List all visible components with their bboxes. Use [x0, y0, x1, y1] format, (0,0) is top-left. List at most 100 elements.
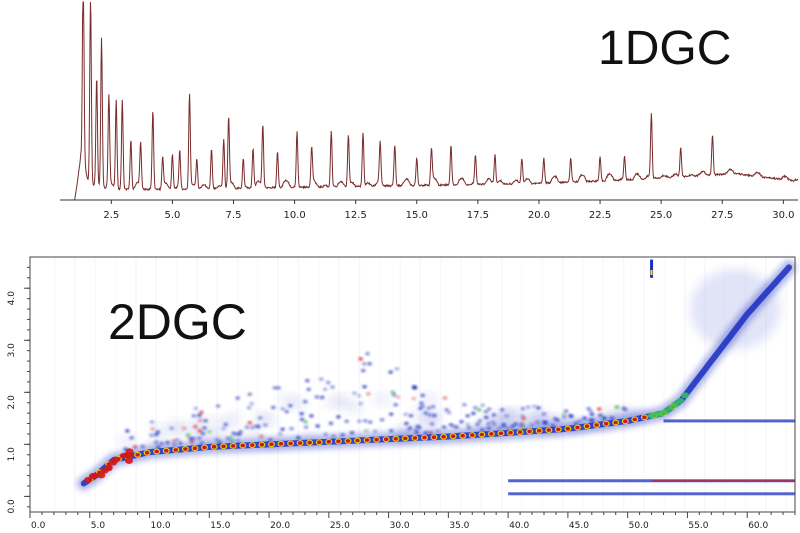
- gc2-compound-spot: [423, 411, 428, 415]
- gc2-spread-haze: [419, 417, 440, 432]
- gc2-compound-spot: [459, 420, 464, 424]
- gc1-x-tick-label: 12.5: [345, 210, 367, 221]
- gc2-band-peak-core: [269, 442, 274, 446]
- gc2-compound-spot: [361, 369, 366, 373]
- gc2-start-cluster: [100, 467, 109, 474]
- gc2-horizontal-streak-core: [651, 479, 795, 482]
- gc2-compound-spot: [306, 387, 311, 391]
- gc2-compound-spot: [553, 417, 558, 421]
- gc2-compound-spot: [247, 392, 252, 396]
- gc2-bleed-streak: [744, 257, 747, 512]
- gc2-x-tick-label: 35.0: [449, 521, 469, 531]
- gc2-compound-spot: [408, 426, 413, 430]
- gc2-compound-spot: [149, 420, 155, 424]
- gc2-band-peak-core: [307, 440, 312, 445]
- gc2-band-peak-core: [508, 430, 513, 435]
- gc2-compound-spot: [429, 422, 435, 426]
- gc1-x-tick-label: 7.5: [226, 210, 242, 221]
- gc2-compound-spot: [150, 427, 155, 431]
- gc2-compound-spot: [181, 426, 187, 430]
- gc2-compound-spot: [562, 413, 567, 417]
- gc2-compound-spot: [358, 357, 363, 361]
- gc2-y-tick-label: 3.0: [7, 343, 17, 358]
- gc2-band-peak-core: [173, 448, 178, 452]
- gc2-band-peak-core: [288, 441, 293, 446]
- gc2-spread-haze: [242, 425, 263, 440]
- gc2-compound-spot: [589, 412, 595, 416]
- gc2-compound-spot: [446, 411, 452, 415]
- gc1-x-tick-label: 20.0: [528, 210, 550, 221]
- gc2-bleed-streak: [358, 257, 361, 512]
- gc2-bleed-streak: [399, 257, 401, 512]
- gc2-compound-spot: [388, 370, 393, 374]
- gc2-band-peak-core: [412, 436, 418, 440]
- gc2-title: 2DGC: [108, 294, 247, 350]
- gc2-compound-spot: [244, 425, 250, 429]
- gc1-chart: 2.5 5.0 7.5 10.0 12.5 15.0 17.5 20.0 22.5 25.0 27.…: [0, 0, 800, 230]
- gc2-compound-spot: [165, 441, 170, 445]
- gc2-bleed-streak: [277, 257, 279, 512]
- gc2-band-peak-core: [403, 436, 408, 441]
- gc2-compound-spot: [322, 387, 328, 391]
- gc2-bleed-streak: [318, 257, 320, 512]
- gc2-compound-spot: [444, 408, 449, 412]
- gc2-bleed-streak: [704, 257, 706, 512]
- gc2-compound-spot: [520, 407, 525, 411]
- gc2-band-peak-core: [565, 426, 571, 431]
- gc2-compound-spot: [486, 407, 492, 411]
- gc2-compound-spot: [191, 414, 196, 418]
- gc2-compound-spot: [169, 426, 174, 430]
- gc2-compound-spot: [246, 406, 252, 410]
- gc2-compound-spot: [207, 430, 212, 434]
- gc2-bleed-streak: [53, 257, 56, 512]
- gc2-band-peak-core: [632, 417, 637, 422]
- gc2-bleed-streak: [419, 257, 422, 512]
- gc2-band-peak-core: [546, 428, 551, 432]
- gc2-compound-spot: [379, 418, 385, 422]
- gc2-compound-spot: [319, 395, 325, 399]
- gc2-compound-spot: [315, 424, 320, 428]
- gc1-x-tick-label: 22.5: [589, 210, 611, 221]
- gc2-bleed-streak: [541, 257, 544, 512]
- gc2-compound-spot: [477, 419, 483, 423]
- gc1-x-tick-label: 10.0: [283, 210, 305, 221]
- gc2-bleed-streak: [439, 257, 442, 512]
- gc2-band-peak-core: [317, 440, 322, 444]
- gc2-compound-spot: [344, 419, 349, 423]
- gc2-band-peak-core: [422, 435, 427, 440]
- gc2-band-peak-core: [192, 446, 198, 450]
- gc2-compound-spot: [562, 415, 567, 419]
- gc2-band-peak-core: [144, 450, 150, 455]
- gc2-compound-spot: [403, 412, 408, 416]
- gc2-band-peak-core: [393, 437, 398, 441]
- gc2-start-cluster: [125, 457, 134, 464]
- gc2-compound-spot: [352, 391, 357, 395]
- gc2-compound-spot: [193, 406, 198, 410]
- gc2-compound-spot: [303, 420, 308, 424]
- gc2-compound-spot: [314, 395, 320, 399]
- gc2-spread-haze: [371, 392, 392, 407]
- gc2-compound-spot: [430, 405, 436, 409]
- gc2-bleed-streak: [379, 257, 381, 512]
- gc2-band-peak-core: [240, 443, 245, 448]
- gc2-compound-spot: [426, 406, 431, 410]
- gc2-x-tick-label: 40.0: [509, 521, 529, 531]
- gc2-compound-spot: [477, 408, 482, 412]
- gc2-compound-spot: [525, 405, 531, 409]
- gc2-compound-spot: [278, 432, 283, 436]
- gc2-start-cluster: [109, 459, 118, 466]
- gc2-band-peak-core: [470, 433, 475, 437]
- gc2-bleed-streak: [236, 257, 239, 512]
- gc2-compound-spot: [185, 433, 191, 437]
- gc2-band-peak-core: [345, 439, 351, 443]
- gc2-compound-spot: [305, 379, 310, 383]
- gc2-spread-haze: [288, 396, 309, 411]
- gc2-horizontal-streak: [663, 419, 795, 423]
- gc2-compound-spot: [303, 400, 308, 404]
- gc2-compound-spot: [490, 419, 495, 424]
- gc2-x-tick-label: 45.0: [569, 521, 589, 531]
- gc2-compound-spot: [223, 422, 228, 427]
- gc2-compound-spot: [598, 413, 603, 417]
- gc2-compound-spot: [356, 394, 362, 398]
- gc2-compound-spot: [535, 420, 540, 424]
